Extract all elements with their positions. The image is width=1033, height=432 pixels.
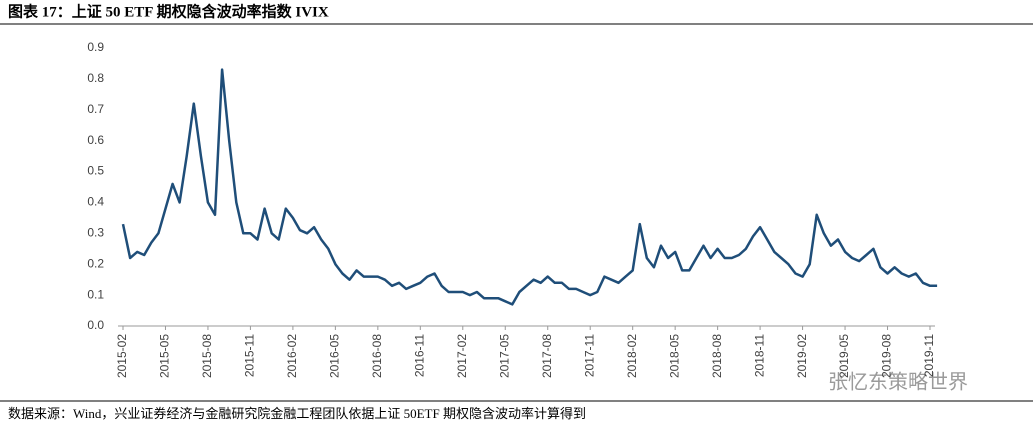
y-tick-label: 0.7 (87, 102, 104, 116)
x-tick-label: 2015-05 (158, 334, 172, 378)
x-tick-label: 2016-08 (370, 334, 384, 378)
x-tick-label: 2016-02 (285, 334, 299, 378)
y-tick-label: 0.3 (87, 226, 104, 240)
x-tick-label: 2019-08 (880, 334, 894, 378)
x-tick-label: 2017-08 (540, 334, 554, 378)
y-tick-label: 0.0 (87, 318, 104, 332)
x-tick-label: 2015-08 (200, 334, 214, 378)
y-tick-label: 0.4 (87, 195, 104, 209)
x-tick-label: 2018-08 (710, 334, 724, 378)
chart-title: 图表 17：上证 50 ETF 期权隐含波动率指数 IVIX (8, 2, 329, 20)
x-tick-label: 2018-05 (667, 334, 681, 378)
x-tick-label: 2016-05 (328, 334, 342, 378)
x-tick-label: 2017-11 (582, 334, 596, 377)
x-tick-label: 2015-02 (115, 334, 129, 378)
x-tick-label: 2019-05 (837, 334, 851, 378)
x-tick-label: 2019-02 (795, 334, 809, 378)
x-tick-label: 2017-05 (497, 334, 511, 378)
x-tick-label: 2017-02 (455, 334, 469, 378)
y-tick-label: 0.6 (87, 133, 104, 147)
y-tick-label: 0.5 (87, 164, 104, 178)
x-tick-label: 2019-11 (922, 334, 936, 377)
x-tick-label: 2015-11 (243, 334, 257, 377)
source-note: 数据来源：Wind，兴业证券经济与金融研究院金融工程团队依据上证 50ETF 期… (8, 406, 586, 421)
series-line (121, 68, 938, 306)
watermark: 张忆东策略世界 (828, 371, 968, 394)
x-tick-label: 2018-02 (625, 334, 639, 378)
y-tick-label: 0.9 (87, 40, 104, 54)
y-tick-label: 0.8 (87, 71, 104, 85)
x-tick-label: 2016-11 (412, 334, 426, 377)
x-tick-label: 2018-11 (752, 334, 766, 377)
y-tick-label: 0.1 (87, 287, 104, 301)
y-tick-label: 0.2 (87, 256, 104, 270)
